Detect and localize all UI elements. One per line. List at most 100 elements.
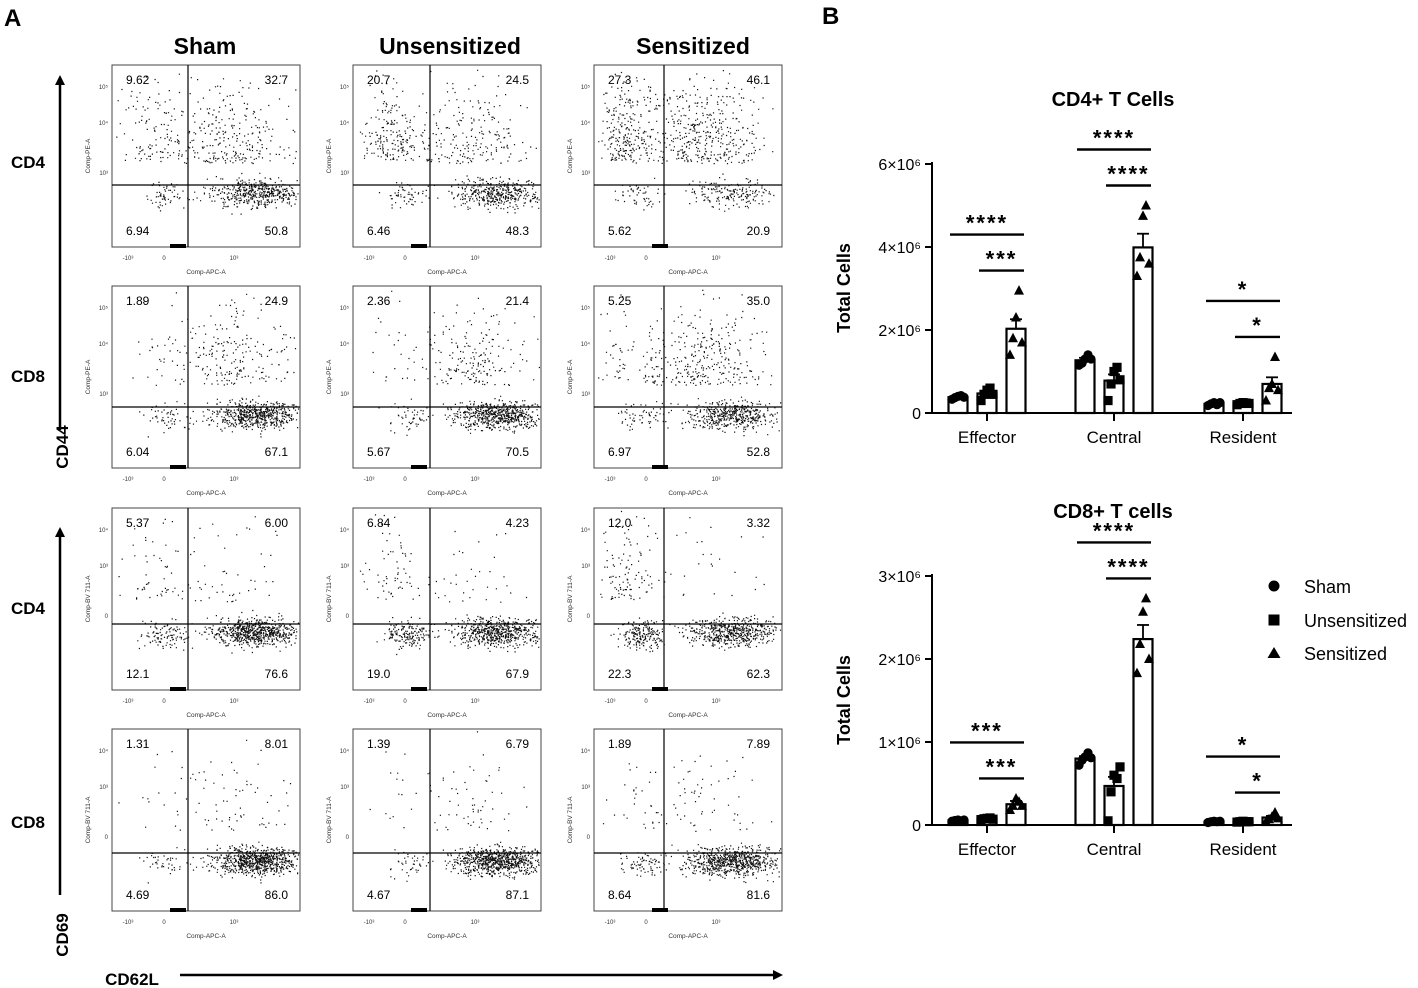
y-tick-label: 0 xyxy=(912,818,921,835)
data-point-triangle xyxy=(1017,336,1027,347)
data-point-triangle xyxy=(1014,285,1024,295)
flow-plot-r4-c3: 1.89 7.89 8.64 81.6 Comp-APC-A Comp-BV 711-A -… xyxy=(567,728,783,940)
legend-marker-circle xyxy=(1268,580,1280,592)
data-point-triangle xyxy=(1138,606,1148,616)
flow-y-tick-top: 10⁵ xyxy=(340,305,350,312)
flow-plot-grid: 9.62 32.7 6.94 50.8 Comp-APC-A Comp-PE-A -10³ 0… xyxy=(85,64,783,940)
flow-y-tick-low: 0 xyxy=(346,835,350,841)
flow-x-tick-zero: 0 xyxy=(162,477,166,483)
quadrant-value-lower-right: 67.1 xyxy=(265,445,289,459)
flow-x-tick-3: 10³ xyxy=(712,477,721,483)
data-point-circle xyxy=(1215,398,1225,408)
quadrant-value-upper-right: 46.1 xyxy=(747,73,771,87)
x-tick-label: Effector xyxy=(958,428,1017,447)
flow-y-parameter-label: Comp-PE-A xyxy=(85,138,92,173)
row-label-cd8-bottom: CD8 xyxy=(11,813,45,832)
quadrant-value-upper-right: 35.0 xyxy=(747,294,771,308)
quadrant-value-lower-left: 6.46 xyxy=(367,224,391,238)
flow-plot-r2-c2: 2.36 21.4 5.67 70.5 Comp-APC-A Comp-PE-A -10³ 0… xyxy=(326,285,542,497)
flow-x-tick-3: 10³ xyxy=(471,256,480,262)
quadrant-value-upper-left: 20.7 xyxy=(367,73,391,87)
data-point-circle xyxy=(959,815,969,825)
quadrant-value-upper-right: 24.5 xyxy=(506,73,530,87)
data-point-triangle xyxy=(1132,270,1142,281)
data-point-square xyxy=(985,383,995,393)
flow-x-tick-zero: 0 xyxy=(162,920,166,926)
flow-x-parameter-label: Comp-APC-A xyxy=(427,933,467,940)
quadrant-value-lower-right: 70.5 xyxy=(506,445,530,459)
flow-axis-compression-mark xyxy=(652,244,668,248)
legend-item-unsensitized: Unsensitized xyxy=(1268,611,1407,631)
y-tick-label: 1×10⁶ xyxy=(878,735,921,752)
flow-y-tick-mid: 10⁴ xyxy=(340,120,350,127)
significance-stars: **** xyxy=(1107,162,1149,187)
flow-y-tick-mid: 10⁴ xyxy=(99,120,109,127)
panel-b-label: B xyxy=(822,3,839,30)
data-point-square xyxy=(1244,817,1254,827)
flow-x-tick-3: 10³ xyxy=(230,920,239,926)
cd4-bar-chart: CD4+ T Cells Total Cells 0 2×10⁶ 4×10⁶ 6×10… xyxy=(834,89,1292,447)
flow-y-tick-low: 10³ xyxy=(340,171,349,177)
flow-x-tick-zero: 0 xyxy=(644,477,648,483)
flow-x-tick-neg: -10³ xyxy=(364,256,375,262)
flow-y-tick-top: 10⁴ xyxy=(340,527,350,534)
quadrant-value-upper-left: 5.37 xyxy=(126,516,150,530)
data-point-triangle xyxy=(1144,653,1154,663)
flow-x-tick-zero: 0 xyxy=(644,920,648,926)
data-point-triangle xyxy=(1011,312,1021,322)
flow-y-parameter-label: Comp-BV 711-A xyxy=(326,796,333,844)
row-label-cd4-bottom: CD4 xyxy=(11,599,46,618)
data-point-square xyxy=(1244,398,1254,409)
flow-x-parameter-label: Comp-APC-A xyxy=(427,269,467,276)
flow-x-tick-neg: -10³ xyxy=(123,477,134,483)
flow-y-parameter-label: Comp-BV 711-A xyxy=(326,575,333,623)
flow-x-tick-zero: 0 xyxy=(162,699,166,705)
row-label-cd4-top: CD4 xyxy=(11,153,46,172)
flow-x-tick-3: 10³ xyxy=(230,699,239,705)
flow-x-tick-3: 10³ xyxy=(471,699,480,705)
flow-y-tick-top: 10⁵ xyxy=(581,84,591,91)
significance-stars: * xyxy=(1238,277,1249,302)
significance-stars: *** xyxy=(986,247,1018,272)
quadrant-value-upper-left: 27.3 xyxy=(608,73,632,87)
flow-x-tick-zero: 0 xyxy=(403,699,407,705)
flow-x-tick-zero: 0 xyxy=(403,477,407,483)
flow-y-parameter-label: Comp-PE-A xyxy=(326,359,333,394)
flow-event-dots xyxy=(116,73,299,215)
data-point-triangle xyxy=(1144,258,1154,268)
flow-plot-frame xyxy=(111,285,301,469)
quadrant-value-lower-right: 86.0 xyxy=(265,888,289,902)
quadrant-value-upper-right: 6.79 xyxy=(506,737,530,751)
significance-stars: * xyxy=(1252,313,1263,338)
legend-marker-square xyxy=(1268,614,1280,626)
data-point-square xyxy=(1115,375,1125,385)
flow-x-tick-neg: -10³ xyxy=(123,256,134,262)
flow-x-tick-3: 10³ xyxy=(230,256,239,262)
cd69-axis-label: CD69 xyxy=(53,913,72,956)
flow-x-tick-neg: -10³ xyxy=(605,256,616,262)
quadrant-value-lower-right: 62.3 xyxy=(747,667,771,681)
flow-y-tick-mid: 10⁴ xyxy=(581,341,591,348)
y-tick-label: 3×10⁶ xyxy=(878,569,921,586)
data-point-triangle xyxy=(1017,800,1027,810)
flow-y-tick-low: 0 xyxy=(105,835,109,841)
flow-plot-r1-c3: 27.3 46.1 5.62 20.9 Comp-APC-A Comp-PE-A -10³ 0… xyxy=(567,64,783,276)
flow-plot-r1-c2: 20.7 24.5 6.46 48.3 Comp-APC-A Comp-PE-A -10³ 0… xyxy=(326,64,542,276)
data-point-square xyxy=(1106,379,1116,389)
flow-y-tick-low: 0 xyxy=(105,614,109,620)
flow-x-tick-neg: -10³ xyxy=(364,920,375,926)
flow-axis-compression-mark xyxy=(411,465,427,469)
legend-item-sensitized: Sensitized xyxy=(1267,644,1387,664)
flow-x-parameter-label: Comp-APC-A xyxy=(186,490,226,497)
significance-stars: **** xyxy=(1107,554,1149,579)
data-point-square xyxy=(1103,395,1113,406)
cd44-axis-label: CD44 xyxy=(53,425,72,469)
x-tick-label: Resident xyxy=(1209,840,1276,859)
flow-x-tick-3: 10³ xyxy=(471,477,480,483)
data-point-circle xyxy=(1215,816,1225,826)
cd8-chart-title: CD8+ T cells xyxy=(1053,501,1173,523)
data-point-circle xyxy=(1086,354,1096,364)
flow-y-tick-top: 10⁵ xyxy=(99,305,109,312)
flow-y-tick-low: 10³ xyxy=(99,171,108,177)
